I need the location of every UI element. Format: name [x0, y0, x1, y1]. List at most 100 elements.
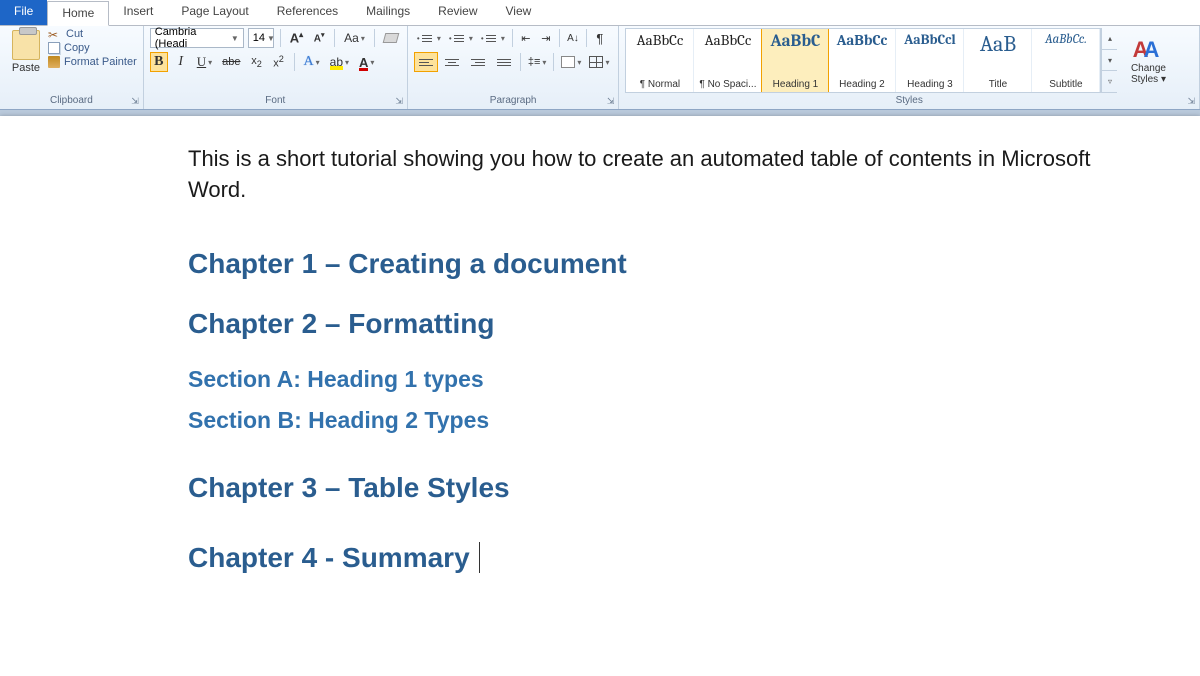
align-left-icon	[417, 54, 435, 70]
copy-button[interactable]: Copy	[48, 42, 137, 54]
format-painter-label: Format Painter	[64, 56, 137, 68]
grow-font-button[interactable]: A▴	[287, 28, 306, 48]
borders-button[interactable]: ▾	[586, 52, 612, 72]
text-effects-icon: A	[304, 54, 314, 70]
heading-2: Section B: Heading 2 Types	[188, 407, 1140, 434]
align-right-button[interactable]	[466, 52, 490, 72]
style-item-1[interactable]: AaBbCc ¶ No Spaci...	[694, 29, 762, 92]
style-preview: AaB	[980, 33, 1016, 55]
multilevel-list-button[interactable]: ▾	[478, 28, 508, 48]
subscript-button[interactable]: x2	[248, 52, 266, 72]
italic-icon: I	[178, 54, 183, 70]
style-preview: AaBbCc	[837, 33, 888, 48]
font-name-value: Cambria (Headi	[155, 26, 229, 50]
style-name: Title	[989, 79, 1008, 90]
document-page[interactable]: This is a short tutorial showing you how…	[0, 116, 1200, 676]
style-item-4[interactable]: AaBbCclHeading 3	[896, 29, 964, 92]
line-spacing-icon: ‡≡	[528, 56, 541, 68]
line-spacing-button[interactable]: ‡≡▾	[525, 52, 550, 72]
style-preview: AaBbCc	[705, 33, 752, 48]
change-styles-icon: AA	[1133, 37, 1165, 63]
text-effects-button[interactable]: A▾	[301, 52, 323, 72]
style-name: Heading 1	[773, 79, 819, 90]
change-styles-label: Change Styles ▾	[1121, 63, 1175, 85]
paragraph-group-label: Paragraph	[414, 93, 613, 109]
shrink-font-button[interactable]: A▾	[310, 28, 328, 48]
font-name-select[interactable]: Cambria (Headi▼	[150, 28, 244, 48]
font-size-select[interactable]: 14▼	[248, 28, 274, 48]
style-name: ¶ No Spaci...	[699, 79, 756, 90]
cut-button[interactable]: ✂Cut	[48, 28, 137, 40]
decrease-indent-button[interactable]: ⇤	[517, 28, 535, 48]
style-item-0[interactable]: AaBbCc¶ Normal	[626, 29, 694, 92]
shrink-font-icon: A▾	[314, 31, 325, 44]
copy-label: Copy	[64, 42, 90, 54]
style-item-6[interactable]: AaBbCc.Subtitle	[1032, 29, 1100, 92]
tab-view[interactable]: View	[492, 0, 546, 25]
heading-1: Chapter 4 - Summary	[188, 542, 1140, 574]
paste-icon	[12, 30, 40, 60]
italic-button[interactable]: I	[172, 52, 190, 72]
tab-page-layout[interactable]: Page Layout	[167, 0, 262, 25]
cut-label: Cut	[66, 28, 83, 40]
justify-icon	[495, 54, 513, 70]
subscript-icon: x2	[251, 55, 262, 69]
text-cursor	[472, 542, 481, 573]
tab-mailings[interactable]: Mailings	[352, 0, 424, 25]
multilevel-icon	[481, 30, 499, 46]
bold-button[interactable]: B	[150, 52, 168, 72]
change-case-button[interactable]: Aa▾	[341, 28, 368, 48]
change-styles-button[interactable]: AA Change Styles ▾	[1121, 28, 1175, 93]
style-item-2[interactable]: AaBbC Heading 1	[761, 28, 829, 93]
numbering-button[interactable]: ▾	[446, 28, 476, 48]
sort-button[interactable]: A↓	[564, 28, 582, 48]
heading-2: Section A: Heading 1 types	[188, 366, 1140, 393]
align-center-button[interactable]	[440, 52, 464, 72]
strikethrough-button[interactable]: abe	[219, 52, 243, 72]
tab-review[interactable]: Review	[424, 0, 491, 25]
highlight-button[interactable]: ab▾	[327, 52, 352, 72]
style-preview: AaBbCc.	[1045, 33, 1087, 46]
font-group-label: Font	[150, 93, 401, 109]
eraser-icon	[383, 33, 400, 43]
shading-button[interactable]: ▾	[558, 52, 584, 72]
tab-insert[interactable]: Insert	[109, 0, 167, 25]
group-font: Cambria (Headi▼ 14▼ A▴ A▾ Aa▾ B I U▾ abe…	[144, 26, 408, 109]
bullets-button[interactable]: ▾	[414, 28, 444, 48]
style-item-5[interactable]: AaB Title	[964, 29, 1032, 92]
style-preview: AaBbC	[771, 33, 821, 50]
style-name: ¶ Normal	[640, 79, 680, 90]
clear-formatting-button[interactable]	[381, 28, 401, 48]
style-item-3[interactable]: AaBbCcHeading 2	[828, 29, 896, 92]
heading-1: Chapter 1 – Creating a document	[188, 248, 1140, 280]
numbering-icon	[449, 30, 467, 46]
styles-gallery-scroll[interactable]: ▴▾▿	[1101, 28, 1117, 93]
paste-button[interactable]: Paste	[6, 28, 46, 74]
tab-references[interactable]: References	[263, 0, 352, 25]
indent-icon: ⇥	[541, 32, 550, 45]
strike-icon: abe	[222, 56, 240, 68]
outdent-icon: ⇤	[521, 32, 530, 45]
align-center-icon	[443, 54, 461, 70]
shading-icon	[561, 56, 575, 68]
chevron-down-icon: ▼	[231, 34, 239, 43]
bold-icon: B	[154, 54, 163, 70]
tab-file[interactable]: File	[0, 0, 47, 25]
justify-button[interactable]	[492, 52, 516, 72]
paste-label: Paste	[12, 62, 40, 74]
increase-indent-button[interactable]: ⇥	[537, 28, 555, 48]
document-area: This is a short tutorial showing you how…	[0, 110, 1200, 676]
align-left-button[interactable]	[414, 52, 438, 72]
underline-button[interactable]: U▾	[194, 52, 215, 72]
show-marks-button[interactable]: ¶	[591, 28, 609, 48]
superscript-button[interactable]: x2	[270, 52, 288, 72]
bullets-icon	[417, 30, 435, 46]
borders-icon	[589, 56, 603, 68]
group-paragraph: ▾ ▾ ▾ ⇤ ⇥ A↓ ¶ ‡≡▾ ▾ ▾	[408, 26, 620, 109]
format-painter-button[interactable]: Format Painter	[48, 56, 137, 68]
styles-group-label: Styles	[625, 93, 1193, 109]
chevron-down-icon: ▼	[267, 34, 275, 43]
font-color-button[interactable]: A▾	[356, 52, 377, 72]
underline-icon: U	[197, 54, 206, 70]
tab-home[interactable]: Home	[47, 1, 109, 26]
